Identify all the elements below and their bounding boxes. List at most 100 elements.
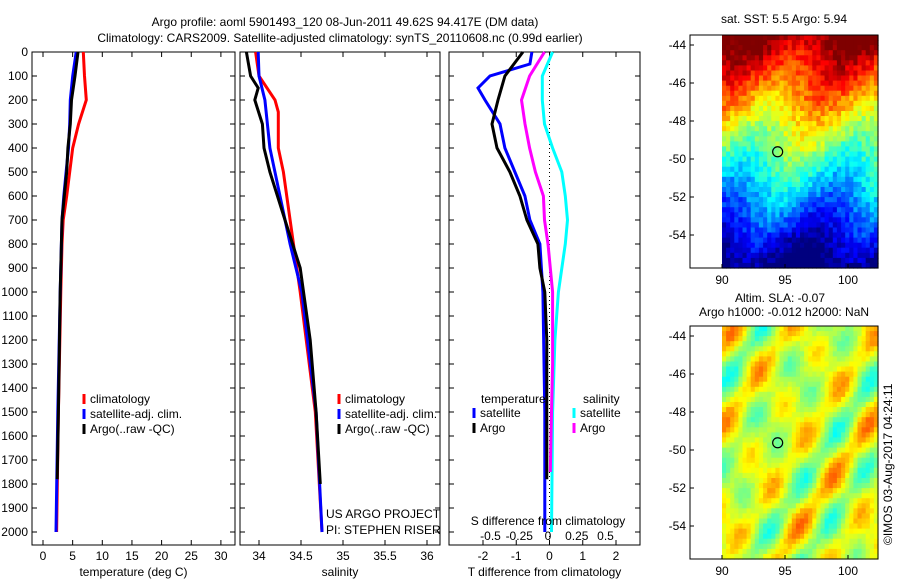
map-cell (795, 100, 801, 107)
map-cell (722, 111, 727, 117)
map-cell (812, 60, 817, 66)
map-cell (775, 35, 781, 41)
map-cell (861, 543, 867, 550)
map-cell (750, 222, 756, 229)
map-cell (750, 452, 756, 459)
map-cell (787, 192, 793, 198)
map-cell (746, 181, 752, 188)
map-cell (795, 257, 801, 264)
map-cell (808, 100, 813, 107)
map-cell (787, 381, 793, 388)
map-cell (857, 126, 863, 132)
s-tick-label: 0 (545, 529, 552, 543)
map-cell (804, 227, 809, 234)
map-cell (869, 111, 875, 117)
map-cell (836, 371, 842, 378)
map-cell (795, 80, 801, 87)
y-tick-label: 1600 (1, 429, 28, 443)
map-cell (738, 227, 744, 234)
map-cell (841, 498, 846, 504)
map-cell (828, 472, 834, 479)
map-cell (742, 381, 748, 388)
map-cell (865, 161, 871, 168)
map-cell (722, 478, 727, 484)
map-cell (787, 202, 793, 208)
map-cell (754, 141, 760, 148)
map-cell (742, 131, 748, 137)
map-cell (869, 548, 875, 555)
map-cell (832, 262, 838, 269)
map-cell (738, 381, 744, 388)
map-cell (791, 346, 797, 352)
map-cell (869, 341, 875, 347)
map-cell (779, 341, 785, 347)
map-cell (836, 232, 842, 239)
map-cell (746, 543, 752, 550)
map-cell (865, 75, 871, 82)
map-cell (763, 467, 768, 474)
map-cell (771, 493, 776, 499)
map-cell (750, 80, 756, 87)
map-cell (734, 341, 739, 347)
map-cell (845, 518, 850, 525)
map-cell (795, 161, 801, 168)
map-cell (841, 351, 846, 357)
map-cell (820, 95, 826, 102)
map-cell (849, 80, 854, 87)
map-cell (820, 35, 826, 41)
map-cell (845, 538, 850, 545)
map-cell (865, 478, 871, 484)
map-cell (841, 166, 846, 173)
map-cell (812, 366, 817, 373)
map-cell (791, 472, 797, 479)
map-cell (779, 422, 785, 428)
map-cell (865, 60, 871, 66)
map-cell (783, 442, 789, 449)
map-cell (767, 222, 772, 229)
map-cell (722, 336, 727, 342)
map-cell (832, 538, 838, 545)
map-cell (816, 232, 822, 239)
map-cell (820, 116, 826, 122)
map-cell (730, 326, 735, 332)
map-cell (824, 396, 830, 403)
map-cell (730, 381, 735, 388)
map-cell (758, 105, 764, 112)
map-cell (779, 472, 785, 479)
map-cell (795, 407, 801, 413)
map-cell (841, 171, 846, 178)
map-cell (820, 412, 826, 418)
map-cell (767, 100, 772, 107)
map-cell (795, 483, 801, 489)
map-cell (775, 121, 781, 127)
map-cell (816, 478, 822, 484)
map-cell (812, 533, 817, 540)
map-cell (861, 187, 867, 193)
map-cell (767, 432, 772, 439)
map-cell (742, 35, 748, 41)
map-cell (836, 202, 842, 208)
map-cell (869, 237, 875, 244)
map-cell (812, 212, 817, 218)
map-cell (795, 90, 801, 97)
map-cell (738, 356, 744, 363)
map-cell (746, 262, 752, 269)
map-cell (726, 90, 731, 97)
map-cell (722, 192, 727, 198)
map-cell (804, 543, 809, 550)
map-cell (795, 45, 801, 51)
map-cell (758, 483, 764, 489)
map-cell (754, 331, 760, 337)
map-cell (730, 95, 735, 102)
map-cell (771, 447, 776, 454)
map-cell (791, 366, 797, 373)
map-cell (873, 472, 879, 479)
map-cell (767, 192, 772, 198)
map-cell (791, 171, 797, 178)
map-cell (734, 422, 739, 428)
map-cell (775, 141, 781, 148)
map-cell (775, 341, 781, 347)
map-cell (750, 518, 756, 525)
map-cell (775, 237, 781, 244)
map-cell (853, 176, 859, 183)
